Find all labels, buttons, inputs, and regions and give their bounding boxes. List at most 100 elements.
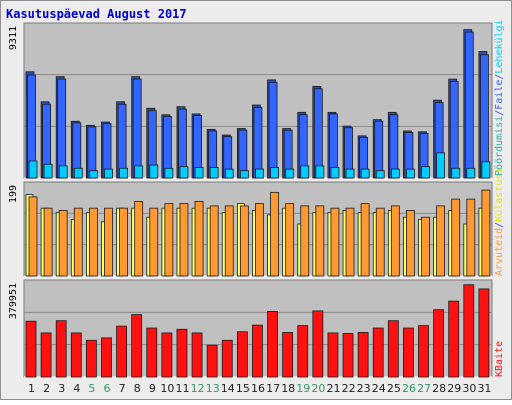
- pages-bar: [134, 165, 144, 179]
- kbytes-bar: [252, 324, 263, 378]
- pages-bar: [58, 165, 68, 179]
- hosts-bar: [360, 203, 370, 277]
- x-tick-label: 27: [417, 382, 431, 395]
- x-tick-label: 5: [88, 382, 95, 395]
- files-bar: [57, 78, 67, 179]
- x-tick-label: 30: [462, 382, 476, 395]
- x-tick-label: 15: [236, 382, 250, 395]
- kbytes-bar: [191, 332, 203, 378]
- hosts-bar: [481, 189, 491, 277]
- files-bar: [253, 107, 263, 179]
- x-tick-label: 22: [342, 382, 356, 395]
- legend-separator: /: [494, 110, 505, 116]
- x-tick-label: 6: [104, 382, 111, 395]
- x-tick-label: 25: [387, 382, 401, 395]
- kbytes-bar: [448, 300, 460, 378]
- y-max-label: 9311: [8, 26, 19, 50]
- x-tick-label: 3: [58, 382, 65, 395]
- kbytes-bar: [206, 344, 218, 378]
- files-bar: [449, 81, 459, 179]
- pages-bar: [119, 167, 128, 179]
- kbytes-bar: [297, 325, 309, 378]
- kbytes-bar: [282, 332, 294, 378]
- files-bar: [268, 81, 278, 179]
- x-tick-label: 1: [28, 382, 35, 395]
- x-tick-label: 12: [191, 382, 205, 395]
- legend-entry: Lehekülgi: [494, 19, 505, 73]
- kbytes-bar: [116, 325, 127, 378]
- pages-bar: [270, 167, 279, 179]
- hosts-bar: [88, 207, 98, 277]
- pages-bar: [345, 168, 355, 179]
- x-tick-label: 11: [176, 382, 190, 395]
- hosts-bar: [390, 205, 400, 277]
- hosts-bar: [466, 198, 476, 277]
- pages-bar: [194, 167, 204, 179]
- hosts-bar: [209, 205, 219, 277]
- kbytes-bar: [55, 320, 67, 378]
- hosts-bar: [119, 207, 128, 277]
- kbytes-bar: [176, 328, 188, 378]
- kbytes-bar: [463, 284, 475, 378]
- pages-bar: [421, 166, 430, 179]
- pages-bar: [390, 168, 400, 179]
- files-bar: [117, 103, 127, 179]
- kbytes-bar: [25, 320, 37, 378]
- hosts-bar: [345, 207, 355, 277]
- x-tick-label: 7: [119, 382, 126, 395]
- pages-bar: [224, 168, 234, 179]
- hosts-bar: [164, 203, 174, 277]
- x-tick-label: 24: [372, 382, 386, 395]
- files-bar: [464, 31, 474, 179]
- x-tick-label: 19: [296, 382, 310, 395]
- hosts-bar: [285, 203, 295, 277]
- pages-bar: [88, 170, 98, 179]
- pages-bar: [43, 163, 53, 179]
- pages-bar: [285, 168, 295, 179]
- hosts-bar: [315, 205, 325, 277]
- kbytes-bar: [70, 332, 82, 378]
- files-bar: [389, 114, 399, 179]
- x-tick-label: 4: [73, 382, 80, 395]
- hosts-bar: [421, 216, 430, 277]
- hosts-bar: [270, 191, 279, 277]
- x-tick-label: 20: [311, 382, 325, 395]
- pages-bar: [255, 168, 264, 179]
- kbytes-bar: [146, 327, 158, 378]
- hosts-bar: [194, 200, 204, 277]
- files-bar: [132, 78, 142, 179]
- pages-bar: [481, 161, 491, 179]
- hosts-bar: [224, 205, 234, 277]
- pages-bar: [28, 160, 38, 179]
- kbytes-bar: [403, 327, 414, 378]
- kbytes-bar: [221, 339, 233, 378]
- x-tick-label: 10: [160, 382, 174, 395]
- legend-separator: /: [494, 222, 505, 228]
- pages-bar: [360, 168, 370, 179]
- hosts-bar: [104, 207, 113, 277]
- kbytes-bar: [161, 332, 173, 378]
- hosts-bar: [58, 210, 68, 277]
- hosts-bar: [73, 207, 83, 277]
- pages-bar: [73, 167, 83, 179]
- pages-bar: [300, 165, 310, 179]
- hosts-bar: [451, 198, 461, 277]
- hosts-bar: [375, 207, 385, 277]
- kbytes-bar: [342, 333, 354, 378]
- pages-bar: [209, 167, 219, 179]
- x-tick-label: 14: [221, 382, 235, 395]
- pages-bar: [436, 152, 446, 179]
- legend-entry: Faile: [494, 80, 505, 110]
- x-tick-label: 21: [326, 382, 340, 395]
- pages-bar: [466, 167, 476, 179]
- y-max-label: 199: [8, 185, 19, 203]
- kbytes-bar: [372, 327, 384, 378]
- kbytes-bar: [357, 332, 369, 378]
- x-tick-label: 18: [281, 382, 295, 395]
- legend-entry: Pöördumisi: [494, 116, 505, 176]
- pages-bar: [406, 168, 415, 179]
- x-tick-label: 9: [149, 382, 156, 395]
- kbytes-bar: [267, 311, 278, 378]
- x-tick-label: 17: [266, 382, 280, 395]
